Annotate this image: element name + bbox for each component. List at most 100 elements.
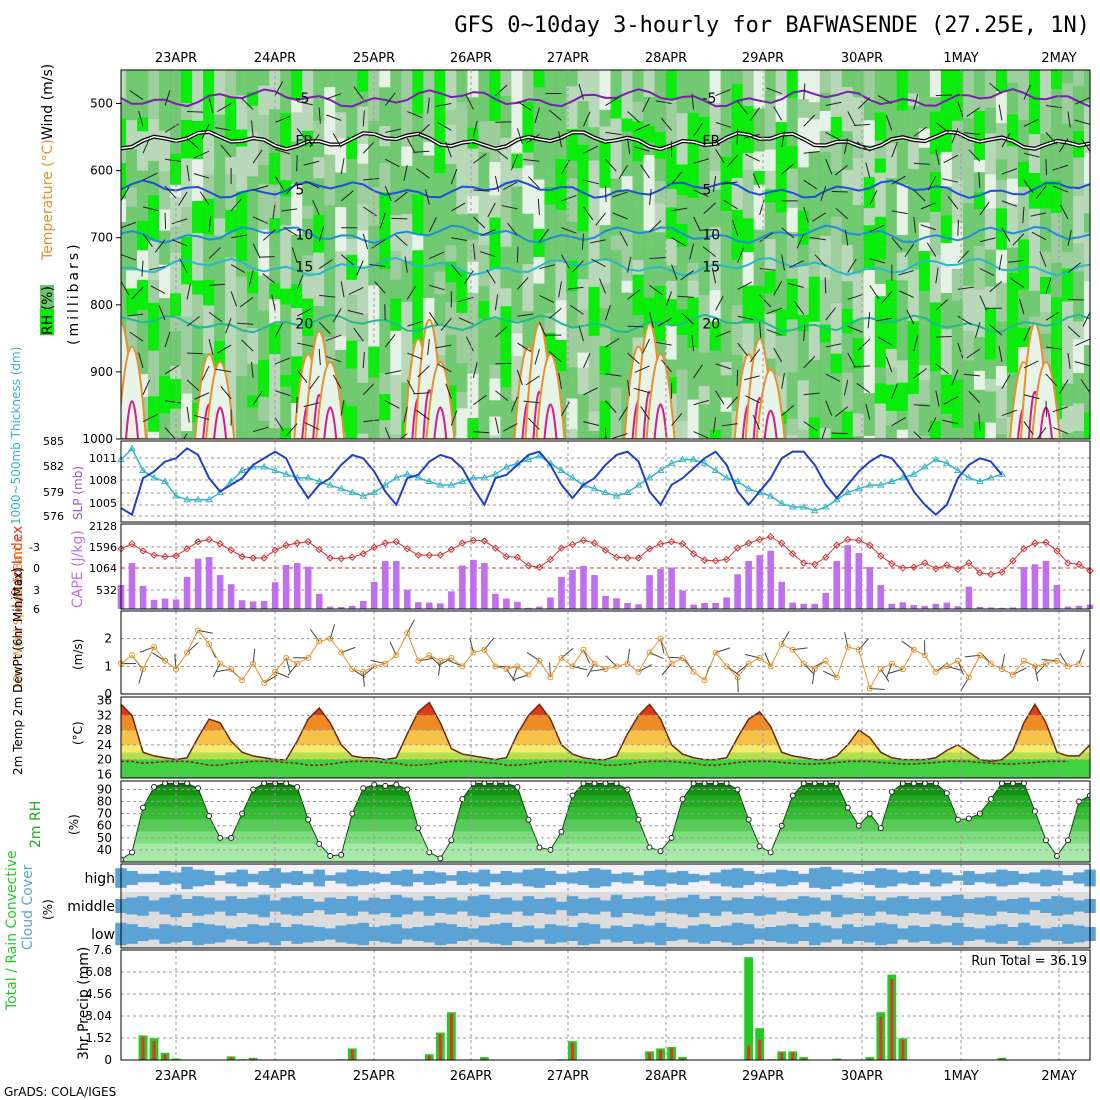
wind10m-point [217, 660, 224, 667]
rh-cell [126, 314, 139, 330]
cloud-bar-low [280, 927, 292, 941]
rh-cell [445, 245, 458, 262]
rh-cell [434, 294, 447, 325]
rh-cell [126, 236, 139, 271]
rh-cell [456, 271, 469, 313]
cape-bar [657, 569, 664, 609]
wind-barb [262, 229, 276, 241]
wind-barb [869, 258, 886, 264]
rh-cell [687, 165, 700, 199]
wind-barb [407, 320, 423, 327]
cloud-bar-low [621, 927, 634, 941]
rh-cell [1072, 321, 1085, 340]
wind-barb [627, 138, 631, 155]
rh-cell [1072, 107, 1085, 132]
rh-cell [236, 95, 249, 130]
wind-barb [877, 336, 893, 346]
wind-barb [303, 402, 320, 408]
li-left-labels: Lifted Index CAPE (J/kg) [10, 526, 86, 608]
rh-cell [676, 247, 689, 283]
wind-barb [665, 291, 673, 307]
wind-barb [567, 286, 584, 290]
wind-barb [465, 336, 474, 352]
cloud-row-label-middle: middle [67, 899, 115, 915]
rh2m-left-labels: 2m RH (%) [28, 801, 81, 848]
wind10m-point [690, 668, 697, 675]
rh2m-point [723, 781, 730, 787]
wind-barb [220, 144, 232, 158]
rh-cell [346, 238, 359, 255]
li-point [337, 555, 345, 563]
cape-bar [227, 584, 235, 609]
isotherm-label-FR-0: FR [295, 133, 313, 149]
rh-cell [511, 153, 524, 169]
rh-cell [236, 405, 249, 439]
cloud-bar-high [445, 875, 458, 881]
rh-cell [885, 178, 898, 230]
li-point [535, 563, 544, 571]
wind-barb [1023, 360, 1039, 369]
cloud-bar-high [841, 872, 854, 884]
rh-cell [698, 251, 711, 271]
rh-cell [808, 276, 821, 322]
wind-barb [1067, 229, 1072, 246]
rh-cell [489, 217, 502, 270]
rh-cell [951, 379, 964, 410]
cloud-bar-low [599, 928, 612, 940]
wind-barb [403, 165, 408, 181]
temp2m-unit: (°C) [71, 721, 85, 745]
rh-cell [698, 213, 711, 252]
rh-cell [511, 202, 524, 248]
li-point [227, 546, 235, 554]
rh-cell [852, 158, 865, 206]
wind-barb [831, 432, 848, 435]
precip-conv-bar [438, 1033, 442, 1060]
rh-cell [995, 282, 1008, 322]
thickness-point [128, 444, 136, 452]
wind-barb [591, 258, 606, 268]
thermal-plume [205, 361, 236, 439]
wind-barb [472, 362, 478, 379]
rh-cell [984, 286, 997, 308]
cloud-bar-low [643, 925, 656, 943]
rh-cell [148, 280, 161, 303]
wind-barb [486, 269, 496, 284]
rh-cell [643, 70, 656, 97]
wind-barb [951, 128, 959, 144]
wind-barb [164, 90, 171, 106]
rh-cell [984, 249, 997, 287]
wind-barb [898, 290, 915, 298]
rh-cell [1061, 252, 1074, 269]
cloud-bar-low [489, 924, 502, 944]
rh-cell [522, 101, 535, 153]
cloud-bar-low [192, 922, 204, 946]
wind-barb [164, 331, 171, 348]
rh-cell [214, 235, 227, 282]
cloud-bar-high [544, 871, 557, 885]
cape-bar [855, 553, 863, 609]
rh-cell [489, 378, 502, 401]
wind-barb [693, 364, 703, 379]
rh-cell [324, 154, 337, 206]
rh-cell [962, 360, 975, 411]
wind-barb [507, 222, 518, 237]
wind10m-point [954, 657, 961, 664]
rh-cell [720, 397, 733, 412]
rh-cell [258, 165, 271, 184]
date-top-2MAY: 2MAY [1041, 51, 1076, 66]
wind-barb [618, 164, 628, 180]
wind-barb [534, 107, 540, 124]
rh-cell [302, 255, 315, 278]
wind-barb [834, 406, 849, 417]
wind-barb [957, 342, 964, 359]
rh-cell [1083, 388, 1090, 413]
wind-barb [845, 229, 849, 246]
cloud-bar-high [456, 871, 469, 885]
cloud-bar-middle [808, 897, 821, 915]
cloud-bar-middle [786, 899, 799, 913]
rh-cell [401, 165, 414, 179]
wind-barb [732, 220, 739, 236]
rh2m-point [1087, 792, 1090, 799]
rh-cell [665, 239, 678, 266]
rh-cell [434, 258, 447, 272]
